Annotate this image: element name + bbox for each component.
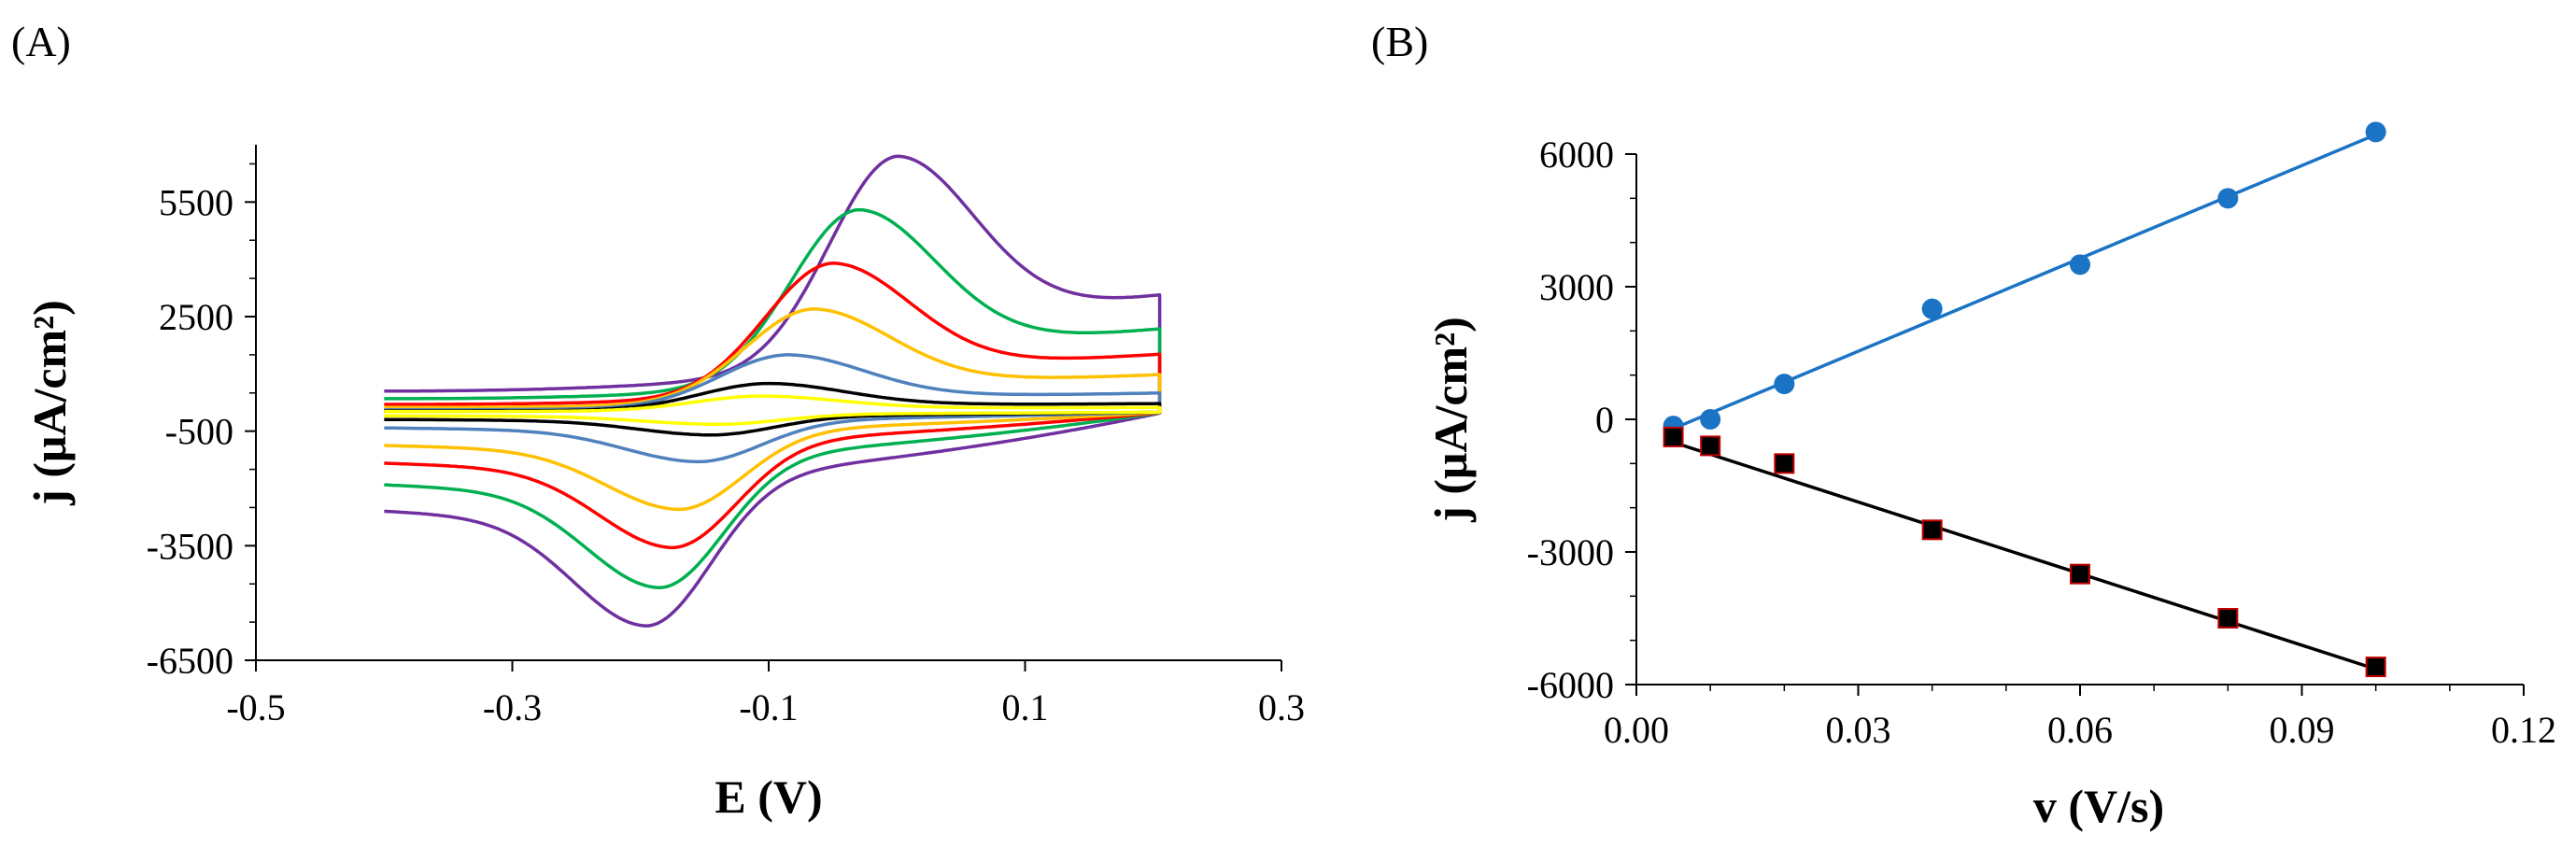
data-point-anodic [2217,188,2239,209]
data-point-anodic [2365,121,2386,143]
x-tick-label: -0.3 [483,686,542,728]
y-tick-label: 6000 [1539,134,1614,176]
data-point-anodic [1921,298,1943,319]
y-tick-label: 5500 [159,181,234,223]
data-point-anodic [2070,254,2090,276]
data-point-cathodic [2070,563,2090,585]
cv-curve-1 [384,154,1162,628]
y-tick-label: -3000 [1527,531,1614,573]
x-tick-label: -0.1 [739,686,798,728]
data-point-cathodic [2217,608,2239,629]
x-tick-label: 0.03 [1826,709,1891,751]
data-point-cathodic [1663,426,1684,447]
x-tick-label: -0.5 [226,686,285,728]
y-tick-label: 0 [1595,399,1614,441]
data-point-cathodic [1774,453,1795,474]
x-tick-label: 0.00 [1604,709,1669,751]
chart-a: -0.5 -0.3 -0.1 0.1 0.3 -6500 -3500 -500 2500 5500… [23,145,1305,823]
y-tick-label: 3000 [1539,266,1614,308]
data-point-anodic [1700,409,1721,430]
data-point-anodic [1774,374,1795,395]
x-tick-label: 0.1 [1002,686,1049,728]
x-tick-label: 0.09 [2270,709,2335,751]
x-tick-label: 0.3 [1258,686,1305,728]
x-axis-label: E (V) [715,770,822,823]
x-axis-label: v (V/s) [2033,780,2164,832]
x-tick-label: 0.06 [2047,709,2113,751]
data-point-cathodic [1700,435,1721,457]
panel-b-label: (B) [1371,18,1429,65]
data-point-cathodic [1921,519,1943,541]
y-axis-label: j (μA/cm²) [1424,317,1477,523]
y-tick-label: -500 [165,411,234,453]
data-point-cathodic [2365,657,2386,678]
y-tick-label: -3500 [147,525,234,567]
fit-line-cathodic [1673,440,2377,671]
cv-curve-7 [384,394,1162,427]
y-axis-label: j (μA/cm²) [23,300,76,506]
chart-b: 0.00 0.03 0.06 0.09 0.12 -6000 -3000 0 3000 6000 v… [1424,121,2556,832]
y-tick-label: 2500 [159,296,234,338]
y-tick-label: -6500 [147,640,234,682]
panel-a-label: (A) [11,18,71,65]
y-tick-label: -6000 [1527,664,1614,706]
x-tick-label: 0.12 [2491,709,2556,751]
